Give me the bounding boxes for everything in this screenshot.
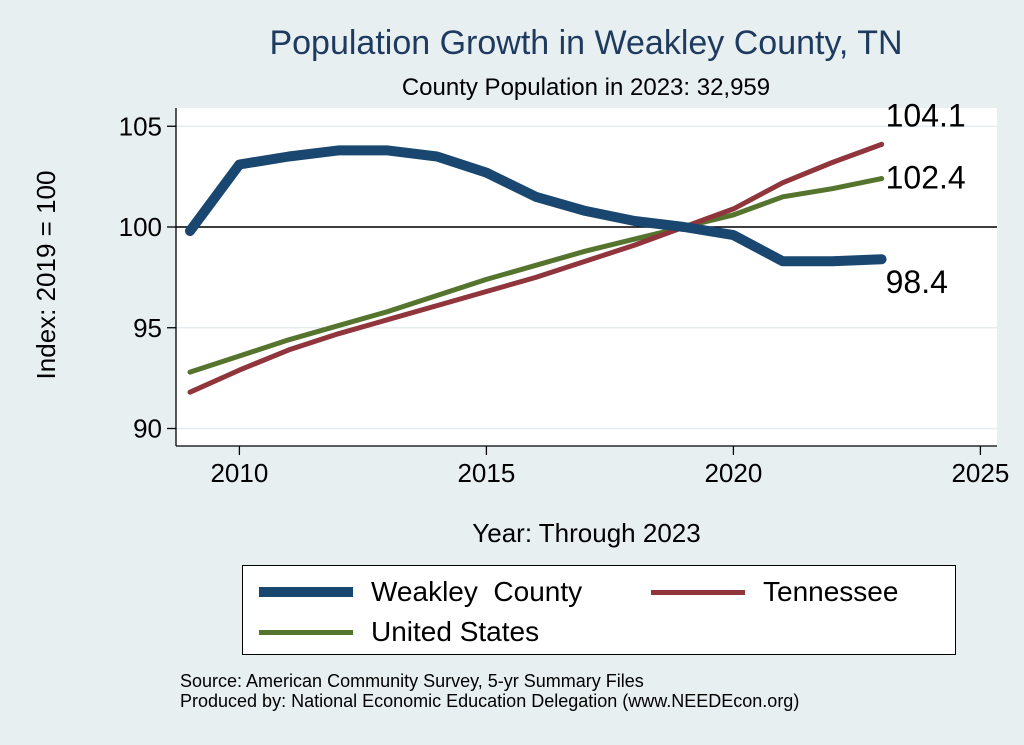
x-tick-label: 2025 [951,458,1009,488]
x-tick-label: 2020 [704,458,762,488]
legend-label-united-states: United States [371,616,540,647]
plot-area [176,108,997,446]
y-tick-label: 95 [133,313,162,343]
y-tick-label: 105 [119,111,162,141]
source-line: Source: American Community Survey, 5-yr … [180,671,644,691]
legend-swatch-weakley [259,587,353,597]
series-line-tennessee [187,141,885,395]
produced-by-line: Produced by: National Economic Education… [180,691,800,711]
y-tick-label: 100 [119,212,162,242]
y-axis-title: Index: 2019 = 100 [31,171,61,380]
series-line-weakley-county [185,145,887,267]
chart-subtitle: County Population in 2023: 32,959 [401,74,771,101]
legend-item-united-states: United States [259,616,539,648]
y-tick-label: 90 [133,414,162,444]
legend-label-weakley: Weakley County [371,576,583,607]
end-label-weakley-county: 98.4 [886,264,948,300]
legend-swatch-united-states [259,629,353,635]
end-marker [879,141,885,147]
x-tick-label: 2015 [457,458,515,488]
legend-swatch-tennessee [651,589,745,595]
x-axis-title: Year: Through 2023 [472,518,700,548]
legend-item-weakley: Weakley County [259,576,582,608]
end-label-united-states: 102.4 [886,160,966,196]
end-marker [879,176,885,182]
x-tick-label: 2010 [210,458,268,488]
source-notes: Source: American Community Survey, 5-yr … [180,671,799,711]
chart-legend: Weakley County Tennessee United States [242,565,956,655]
end-label-tennessee: 104.1 [886,97,966,133]
end-marker [879,256,885,262]
series-line-united-states [187,176,885,375]
legend-item-tennessee: Tennessee [651,576,898,608]
line-chart: 90 95 100 105 2010 2015 2020 2025 Year: Through … [31,97,1009,548]
legend-label-tennessee: Tennessee [763,576,899,607]
chart-title: Population Growth in Weakley County, TN [269,24,903,62]
